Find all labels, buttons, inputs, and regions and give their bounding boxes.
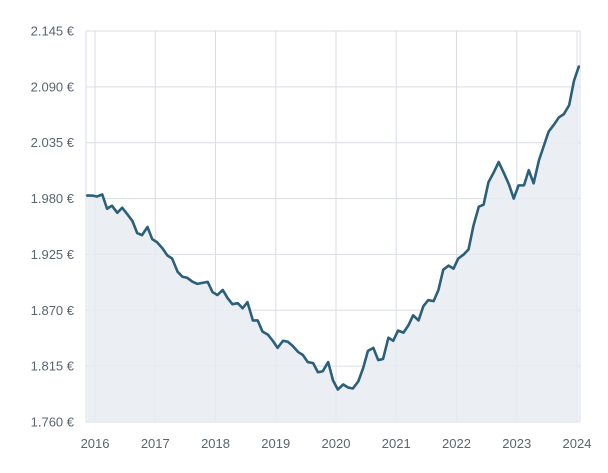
y-tick-label: 1.815 €	[31, 359, 75, 374]
y-axis-ticks: 1.760 € 1.815 € 1.870 € 1.925 € 1.980 € 2.035…	[31, 24, 75, 430]
y-tick-label: 1.760 €	[31, 415, 75, 430]
y-tick-label: 1.870 €	[31, 303, 75, 318]
x-tick-label: 2021	[382, 436, 411, 451]
x-tick-label: 2020	[322, 436, 351, 451]
x-tick-label: 2022	[442, 436, 471, 451]
y-tick-label: 2.035 €	[31, 135, 75, 150]
x-tick-label: 2016	[81, 436, 110, 451]
x-tick-label: 2017	[141, 436, 170, 451]
y-tick-label: 2.090 €	[31, 79, 75, 94]
x-tick-label: 2019	[261, 436, 290, 451]
x-tick-label: 2018	[201, 436, 230, 451]
x-axis-ticks: 2016 2017 2018 2019 2020 2021 2022 2023 2024	[81, 436, 592, 451]
y-tick-label: 2.145 €	[31, 24, 75, 39]
x-tick-label: 2023	[502, 436, 531, 451]
area-fill	[87, 66, 579, 423]
y-tick-label: 1.980 €	[31, 191, 75, 206]
y-tick-label: 1.925 €	[31, 247, 75, 262]
x-tick-label: 2024	[563, 436, 592, 451]
price-line	[85, 65, 581, 391]
